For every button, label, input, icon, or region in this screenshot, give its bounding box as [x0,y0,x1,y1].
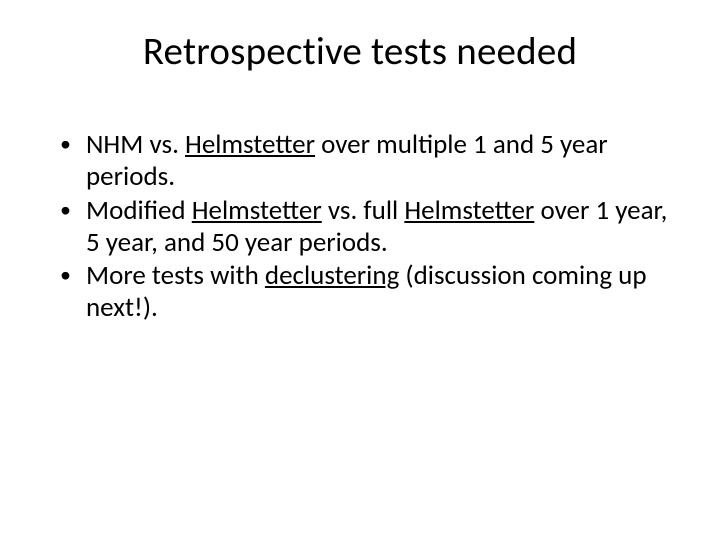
list-item: Modified Helmstetter vs. full Helmstette… [58,195,672,259]
underlined-text: declustering [265,259,399,292]
underlined-text: Helmstetter [192,194,322,227]
text-run: Modified [86,194,192,227]
list-item: NHM vs. Helmstetter over multiple 1 and … [58,129,672,193]
bullet-list: NHM vs. Helmstetter over multiple 1 and … [48,129,672,324]
text-run: More tests with [86,259,265,292]
underlined-text: Helmstetter [185,128,315,161]
list-item: More tests with declustering (discussion… [58,260,672,324]
text-run: vs. full [322,194,405,227]
underlined-text: Helmstetter [404,194,534,227]
text-run: NHM vs. [86,128,185,161]
slide-title: Retrospective tests needed [48,28,672,75]
